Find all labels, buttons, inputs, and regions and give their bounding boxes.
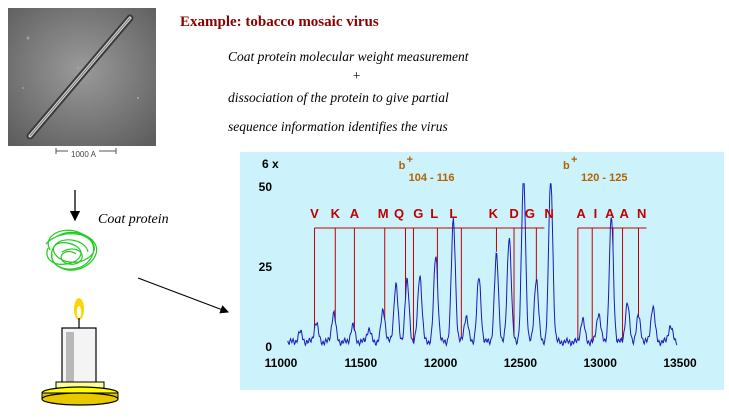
group1-residue-letter: N [544,206,553,221]
description-plus: + [352,68,362,83]
group1-residue-letter: K [489,206,499,221]
description-line-2: dissociation of the protein to give part… [228,90,449,105]
x-tick-label: 12500 [504,356,538,370]
group1-residue-letter: Q [394,206,404,221]
group1-residue-letter: M [378,206,389,221]
group1-residue-letter: V [310,206,319,221]
ion-range-1: 104 - 116 [409,172,455,184]
group2-residue-letter: A [576,206,586,221]
y-tick-label: 50 [259,180,273,194]
x-tick-label: 11500 [344,356,377,370]
y-unit-label: 6 x [262,157,279,171]
ion-range-2: 120 - 125 [581,172,627,184]
group1-residue-letter: G [413,206,423,221]
x-tick-label: 13000 [584,356,618,370]
group2-residue-letter: I [594,206,598,221]
slide-title: Example: tobacco mosaic virus [180,14,379,30]
coat-protein-label: Coat protein [98,212,169,227]
description-line-3: sequence information identifies the viru… [228,119,448,134]
y-tick-label: 0 [265,340,272,354]
group1-residue-letter: A [350,206,360,221]
protein-scribble-icon [45,229,98,271]
y-tick-label: 25 [259,260,273,274]
group1-residue-letter: K [331,206,341,221]
group1-residue-letter: D [509,206,518,221]
scale-bar-label: 1000 A [68,150,99,159]
spectrum-line [287,183,678,348]
mass-spectrum-background [240,152,724,390]
group1-residue-letter: L [430,206,438,221]
x-tick-label: 11000 [265,356,298,370]
candle-icon [41,298,119,406]
group2-residue-letter: N [637,206,646,221]
group2-residue-letter: A [619,206,629,221]
ion-superscript-2: + [571,154,577,166]
x-tick-label: 12000 [424,356,458,370]
ion-superscript-1: + [407,154,413,166]
ion-label-2: b [563,160,570,172]
x-tick-label: 13500 [663,356,697,370]
arrow-to-chart [137,277,230,314]
group1-residue-letter: G [525,206,535,221]
group2-residue-letter: A [605,206,615,221]
description-line-1: Coat protein molecular weight measuremen… [228,49,469,64]
group1-residue-letter: L [449,206,457,221]
ion-label-1: b [399,160,406,172]
